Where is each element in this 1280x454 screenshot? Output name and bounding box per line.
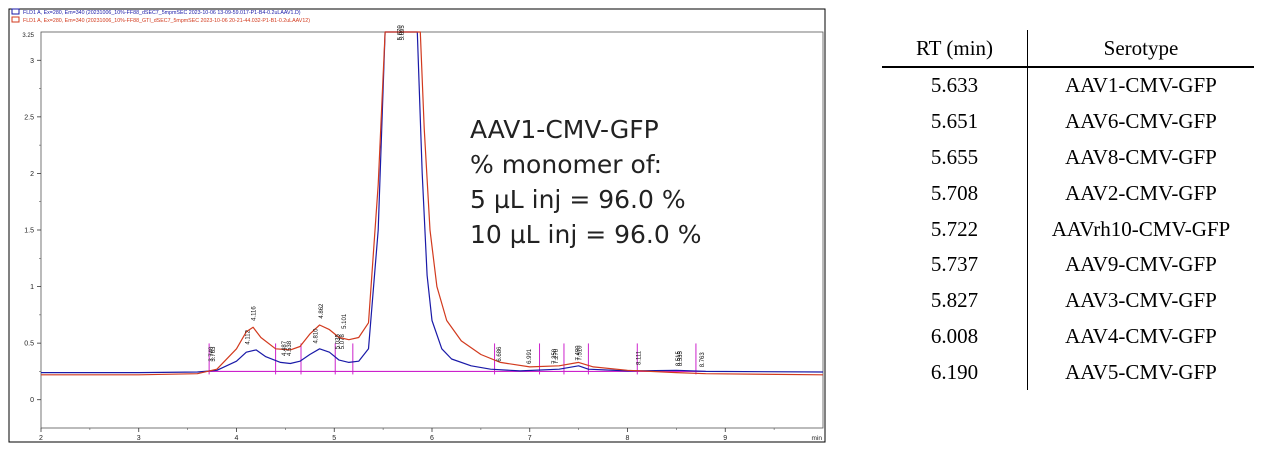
serotype-cell: AAVrh10-CMV-GFP [1051, 216, 1231, 241]
peak-label: 3.740 [209, 346, 215, 362]
peak-label: 8.763 [700, 352, 706, 368]
serotype-cell: AAV5-CMV-GFP [1065, 359, 1217, 384]
x-tick-label: 8 [626, 435, 630, 442]
table-row: 5.737 AAV9-CMV-GFP [882, 246, 1254, 283]
y-tick-label: 2.5 [24, 114, 34, 121]
rt-cell: 5.722 [882, 211, 1028, 247]
rt-cell: 5.737 [882, 246, 1028, 283]
peak-label: 4.538 [287, 340, 293, 356]
rt-cell: 5.633 [882, 67, 1028, 104]
chromatogram-panel: FLD1 A, Ex=280, Em=340 (20231006_10%-FF8… [8, 8, 826, 443]
legend-label: FLD1 A, Ex=280, Em=340 (20231006_10%-FF8… [23, 18, 310, 24]
y-tick-label: 0.5 [24, 341, 34, 348]
x-tick-label: 7 [528, 435, 532, 442]
table-header-row: RT (min) Serotype [882, 30, 1254, 68]
table-row: 6.190 AAV5-CMV-GFP [882, 354, 1254, 391]
y-top-tick-label: 3.25 [22, 33, 34, 39]
legend-swatch [11, 16, 20, 23]
serotype-cell: AAV3-CMV-GFP [1065, 288, 1217, 313]
y-tick-label: 1 [30, 284, 34, 291]
x-tick-label: 2 [39, 435, 43, 442]
rt-cell: 5.655 [882, 139, 1028, 176]
peak-label: 4.487 [282, 340, 288, 356]
peak-label: 8.111 [636, 350, 642, 365]
annotation-line: AAV1-CMV-GFP [470, 115, 659, 144]
x-unit-label: min [812, 435, 823, 442]
peak-label: 4.112 [245, 329, 251, 344]
table-row: 5.708 AAV2-CMV-GFP [882, 175, 1254, 212]
peak-label: 4.116 [252, 306, 258, 321]
plot-area [40, 31, 824, 429]
annotation-line: 10 µL inj = 96.0 % [470, 220, 702, 249]
rt-cell: 5.708 [882, 175, 1028, 212]
x-tick-label: 5 [332, 435, 336, 442]
x-tick-label: 9 [723, 435, 727, 442]
x-tick-label: 3 [137, 435, 141, 442]
series-line-1 [41, 31, 824, 374]
serotype-column-header: Serotype [1027, 30, 1254, 68]
peak-label: 5.670 [398, 25, 404, 41]
peak-label: 5.101 [342, 313, 348, 329]
table-row: 5.722 AAVrh10-CMV-GFP [882, 211, 1254, 247]
peak-label: 4.862 [319, 303, 325, 319]
table-row: 5.827 AAV3-CMV-GFP [882, 282, 1254, 319]
serotype-cell: AAV1-CMV-GFP [1065, 73, 1217, 98]
peak-label: 5.078 [340, 334, 346, 350]
peak-label: 6.686 [497, 346, 503, 362]
peak-label: 8.535 [678, 350, 684, 366]
monomer-annotation: AAV1-CMV-GFP % monomer of: 5 µL inj = 96… [470, 112, 701, 252]
series-line-2 [41, 31, 824, 376]
table-row: 5.655 AAV8-CMV-GFP [882, 139, 1254, 176]
y-tick-label: 1.5 [24, 228, 34, 235]
peak-label: 8.515 [676, 350, 682, 366]
chart-frame [8, 8, 826, 443]
y-tick-label: 2 [30, 171, 34, 178]
serotype-cell: AAV6-CMV-GFP [1065, 109, 1217, 134]
serotype-cell: AAV8-CMV-GFP [1065, 144, 1217, 169]
rt-cell: 6.190 [882, 354, 1028, 391]
retention-time-table: RT (min) Serotype 5.633 AAV1-CMV-GFP 5.65… [882, 30, 1254, 391]
legend-swatch [11, 8, 20, 15]
y-tick-label: 3 [30, 58, 34, 65]
peak-label: 7.510 [578, 345, 584, 361]
serotype-cell: AAV9-CMV-GFP [1065, 252, 1217, 277]
legend-label: FLD1 A, Ex=280, Em=340 (20231006_10%-FF8… [23, 10, 301, 16]
annotation-line: % monomer of: [470, 150, 663, 179]
rt-column-header: RT (min) [882, 30, 1028, 68]
peak-label: 5.695 [400, 25, 406, 41]
x-tick-label: 4 [235, 435, 239, 442]
peak-label: 3.763 [211, 346, 217, 362]
table-row: 5.633 AAV1-CMV-GFP [882, 67, 1254, 104]
table-row: 5.651 AAV6-CMV-GFP [882, 103, 1254, 140]
peak-label: 7.490 [576, 345, 582, 361]
serotype-cell: AAV4-CMV-GFP [1065, 323, 1217, 348]
peak-label: 7.250 [552, 348, 558, 364]
rt-cell: 6.008 [882, 318, 1028, 355]
peak-label: 6.991 [527, 348, 533, 364]
peak-label: 4.810 [314, 328, 320, 344]
table-row: 6.008 AAV4-CMV-GFP [882, 318, 1254, 355]
rt-cell: 5.651 [882, 103, 1028, 140]
y-tick-label: 0 [30, 397, 34, 404]
serotype-cell: AAV2-CMV-GFP [1065, 180, 1217, 205]
annotation-line: 5 µL inj = 96.0 % [470, 185, 686, 214]
peak-label: 5.035 [336, 334, 342, 350]
peak-label: 7.270 [554, 348, 560, 364]
chromatogram-chart: FLD1 A, Ex=280, Em=340 (20231006_10%-FF8… [8, 8, 826, 443]
x-tick-label: 6 [430, 435, 434, 442]
rt-cell: 5.827 [882, 282, 1028, 319]
